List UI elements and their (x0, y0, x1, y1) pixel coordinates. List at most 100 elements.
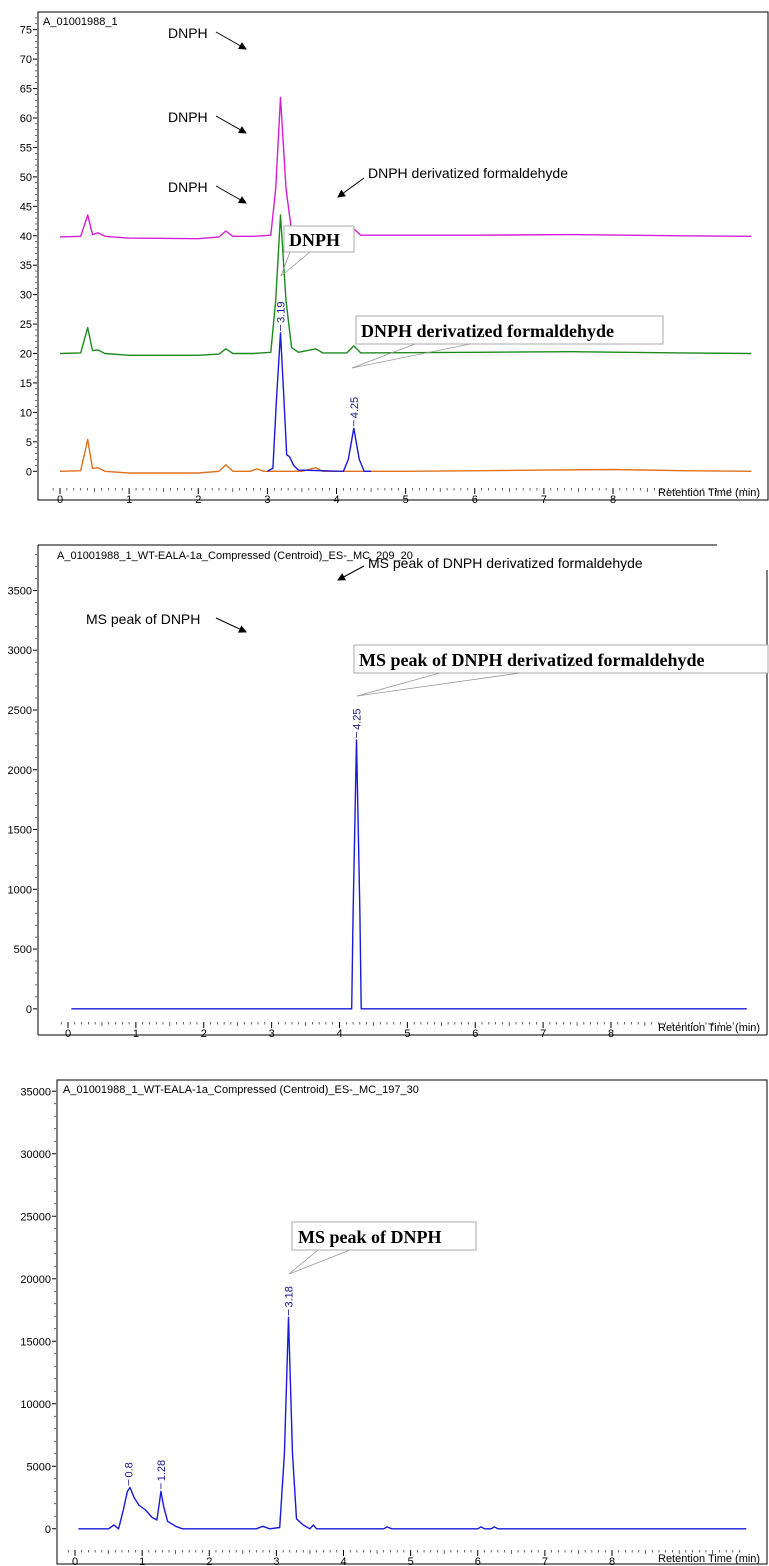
y-tick-label: 0 (26, 466, 32, 478)
panel-2-y-axis: 0 500 1000 1500 2000 2500 3000 3500 (8, 554, 37, 1016)
panel-1-frame (37, 11, 769, 501)
y-tick-label: 10 (20, 407, 32, 419)
y-tick-label: 5 (26, 437, 32, 449)
panel-3-series (78, 1316, 747, 1530)
annotation-ms-dnph: MS peak of DNPH (86, 611, 200, 627)
callout-dnph: DNPH (280, 225, 355, 277)
series-line-1 (71, 739, 747, 1010)
panel-1-y-axis: 0 5 10 15 20 25 30 35 40 45 50 55 60 65 70 75 (20, 17, 37, 478)
y-tick-label: 3000 (8, 645, 32, 657)
y-tick-label: 3500 (8, 585, 32, 597)
x-tick-label: 5 (403, 494, 409, 506)
x-tick-label: 8 (608, 1028, 614, 1040)
x-tick-label: 2 (195, 494, 201, 506)
peak-label: 4.25 (349, 397, 361, 418)
callout-dnph-derivatized-text: DNPH derivatized formaldehyde (361, 321, 614, 341)
y-tick-label: 500 (14, 944, 32, 956)
x-tick-label: 0 (65, 1028, 71, 1040)
x-tick-label: 1 (139, 1556, 145, 1566)
arrow-dnph-derivatized (337, 177, 365, 198)
panel-3-y-axis: 0 5000 10000 15000 20000 25000 30000 35000 (20, 1086, 56, 1536)
y-tick-label: 15 (20, 378, 32, 390)
arrow-dnph-3 (215, 185, 247, 204)
panel-3: 0 5000 10000 15000 20000 25000 30000 35000 0 1 2 3… (20, 1079, 768, 1566)
peak-label: 3.18 (283, 1286, 295, 1307)
y-tick-label: 35 (20, 260, 32, 272)
y-tick-label: 50 (20, 172, 32, 184)
y-tick-label: 20000 (20, 1274, 51, 1286)
series-line-1 (78, 1316, 747, 1530)
y-tick-label: 1500 (8, 825, 32, 837)
y-tick-label: 55 (20, 142, 32, 154)
arrow-ms-derivatized (337, 565, 365, 581)
peak-label: 3.19 (276, 301, 288, 322)
y-tick-label: 60 (20, 113, 32, 125)
panel-3-x-axis: 0 1 2 3 4 5 6 7 8 (67, 1550, 740, 1566)
x-tick-label: 5 (408, 1556, 414, 1566)
panel-3-title: A_01001988_1_WT-EALA-1a_Compressed (Cent… (63, 1084, 419, 1096)
y-tick-label: 70 (20, 54, 32, 66)
panel-3-x-axis-label: Retention Time (min) (658, 1553, 760, 1565)
y-tick-label: 20 (20, 349, 32, 361)
annotation-dnph-1: DNPH (168, 25, 208, 41)
x-tick-label: 3 (273, 1556, 279, 1566)
panel-2-series (71, 739, 747, 1010)
y-tick-label: 0 (26, 1004, 32, 1016)
x-tick-label: 0 (72, 1556, 78, 1566)
panel-3-peak-labels: 0.8 1.28 3.18 (124, 1286, 295, 1490)
series-line-2 (59, 214, 752, 356)
x-tick-label: 7 (541, 494, 547, 506)
x-tick-label: 2 (206, 1556, 212, 1566)
callout-ms-derivatized-text: MS peak of DNPH derivatized formaldehyde (359, 650, 704, 670)
panel-1-peak-labels: 3.19 4.25 (276, 301, 361, 427)
y-tick-label: 2500 (8, 705, 32, 717)
y-tick-label: 75 (20, 25, 32, 37)
annotation-dnph-2: DNPH (168, 109, 208, 125)
panel-1-series (59, 96, 752, 474)
x-tick-label: 4 (340, 1556, 346, 1566)
panel-1-title: A_01001988_1 (43, 16, 118, 28)
arrow-dnph-1 (215, 31, 247, 50)
panel-3-frame (56, 1079, 768, 1565)
x-tick-label: 0 (57, 494, 63, 506)
panel-2-x-axis: 0 1 2 3 4 5 6 7 8 (60, 1022, 741, 1040)
y-tick-label: 25000 (20, 1211, 51, 1223)
series-line-3 (59, 438, 752, 474)
x-tick-label: 2 (201, 1028, 207, 1040)
annotation-dnph-3: DNPH (168, 179, 208, 195)
callout-ms-derivatized: MS peak of DNPH derivatized formaldehyde (353, 644, 769, 697)
x-tick-label: 6 (472, 1028, 478, 1040)
callout-ms-dnph: MS peak of DNPH (288, 1221, 477, 1275)
x-tick-label: 4 (336, 1028, 342, 1040)
x-tick-label: 3 (269, 1028, 275, 1040)
panel-2-peak-labels: 4.25 (351, 708, 363, 738)
y-tick-label: 30 (20, 290, 32, 302)
x-tick-label: 5 (404, 1028, 410, 1040)
arrow-dnph-2 (215, 115, 247, 134)
annotation-ms-derivatized: MS peak of DNPH derivatized formaldehyde (368, 555, 643, 571)
x-tick-label: 8 (609, 1556, 615, 1566)
x-tick-label: 6 (475, 1556, 481, 1566)
x-tick-label: 3 (264, 494, 270, 506)
x-tick-label: 1 (133, 1028, 139, 1040)
panel-2-x-axis-label: Retention Time (min) (658, 1022, 760, 1034)
y-tick-label: 25 (20, 319, 32, 331)
y-tick-label: 45 (20, 201, 32, 213)
panel-1-x-axis: 0 1 2 3 4 5 6 7 8 (52, 488, 745, 506)
callout-dnph-text: DNPH (289, 230, 340, 250)
y-tick-label: 65 (20, 84, 32, 96)
y-tick-label: 1000 (8, 884, 32, 896)
x-tick-label: 1 (126, 494, 132, 506)
panel-1-x-axis-label: Retention Time (min) (658, 487, 760, 499)
series-line-1 (59, 96, 752, 240)
x-tick-label: 4 (333, 494, 339, 506)
peak-label: 4.25 (351, 708, 363, 729)
peak-label: 1.28 (156, 1460, 168, 1481)
y-tick-label: 35000 (20, 1086, 51, 1098)
y-tick-label: 2000 (8, 765, 32, 777)
callout-dnph-derivatized: DNPH derivatized formaldehyde (351, 315, 664, 369)
x-tick-label: 7 (542, 1556, 548, 1566)
y-tick-label: 5000 (27, 1461, 51, 1473)
arrow-ms-dnph (215, 617, 247, 633)
